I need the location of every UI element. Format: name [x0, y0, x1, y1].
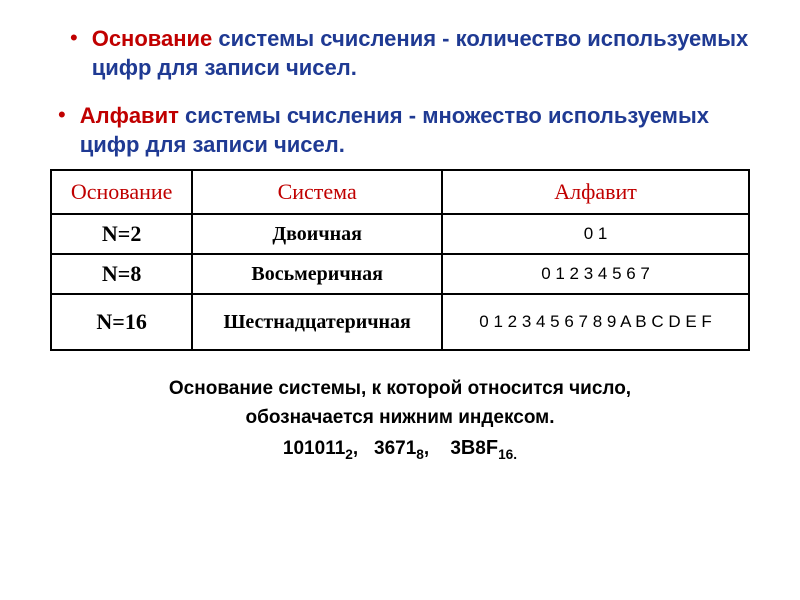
table-row: N=2 Двоичная 0 1: [51, 214, 749, 254]
cell-system: Двоичная: [192, 214, 442, 254]
example-hex: 3В8F16.: [450, 438, 517, 459]
definition-text-1: Основание системы счисления - количество…: [92, 25, 750, 82]
bullet-dot: •: [58, 102, 66, 128]
highlight-word: Основание: [92, 26, 213, 51]
header-alfavit: Алфавит: [442, 170, 749, 214]
cell-alphabet: 0 1: [442, 214, 749, 254]
example-binary: 1010112,: [283, 438, 369, 459]
highlight-word: Алфавит: [80, 103, 179, 128]
cell-base: N=2: [51, 214, 192, 254]
cell-system: Восьмеричная: [192, 254, 442, 294]
example-octal: 36718,: [374, 438, 445, 459]
bullet-dot: •: [70, 25, 78, 51]
cell-base: N=8: [51, 254, 192, 294]
footer-line-2: обозначается нижним индексом.: [50, 404, 750, 433]
header-sistema: Система: [192, 170, 442, 214]
cell-system: Шестнадцатеричная: [192, 294, 442, 350]
cell-alphabet: 0 1 2 3 4 5 6 7: [442, 254, 749, 294]
table-row: N=8 Восьмеричная 0 1 2 3 4 5 6 7: [51, 254, 749, 294]
table-header-row: Основание Система Алфавит: [51, 170, 749, 214]
definition-osnovanie: • Основание системы счисления - количест…: [50, 25, 750, 82]
header-osnovanie: Основание: [51, 170, 192, 214]
footer-examples: 1010112, 36718, 3В8F16.: [50, 434, 750, 465]
footer-note: Основание системы, к которой относится ч…: [50, 375, 750, 465]
table-row: N=16 Шестнадцатеричная 0 1 2 3 4 5 6 7 8…: [51, 294, 749, 350]
definition-alfavit: • Алфавит системы счисления - множество …: [50, 102, 750, 159]
cell-alphabet: 0 1 2 3 4 5 6 7 8 9 A B C D E F: [442, 294, 749, 350]
numeral-systems-table: Основание Система Алфавит N=2 Двоичная 0…: [50, 169, 750, 351]
footer-line-1: Основание системы, к которой относится ч…: [50, 375, 750, 404]
definition-text-2: Алфавит системы счисления - множество ис…: [80, 102, 750, 159]
cell-base: N=16: [51, 294, 192, 350]
